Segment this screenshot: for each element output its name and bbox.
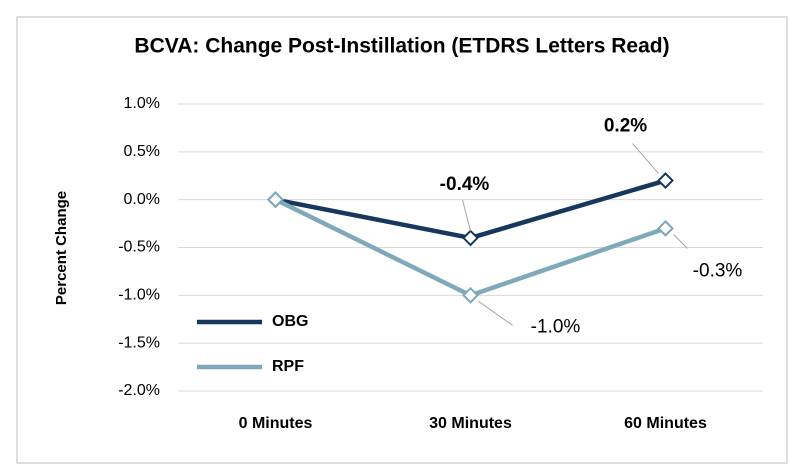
y-tick-label: -2.0% [118,382,160,399]
legend-label: RPF [272,358,304,375]
y-tick-label: -1.0% [118,287,160,304]
leader-line [673,234,688,249]
y-tick-label: 1.0% [124,95,160,112]
leader-line [632,143,659,174]
point-marker [267,191,284,209]
chart-title: BCVA: Change Post-Instillation (ETDRS Le… [134,35,669,58]
y-tick-label: -0.5% [118,239,160,256]
point-marker [657,219,674,237]
data-label: -0.3% [693,260,743,281]
y-axis-label: Percent Change [53,191,70,305]
y-tick-label: 0.0% [124,191,160,208]
data-label: -0.4% [440,174,490,195]
data-label: -1.0% [531,316,581,337]
y-tick-label: 0.5% [124,143,160,160]
chart-frame [16,16,788,464]
y-tick-label: -1.5% [118,334,160,351]
point-marker [462,229,479,247]
x-tick-label: 0 Minutes [239,415,313,432]
x-tick-label: 30 Minutes [429,415,512,432]
legend-label: OBG [272,313,308,330]
point-marker [657,172,674,189]
leader-line [478,300,513,326]
leader-line [462,199,471,232]
data-label: 0.2% [604,116,647,137]
point-marker [462,286,479,304]
x-tick-label: 60 Minutes [624,415,707,432]
